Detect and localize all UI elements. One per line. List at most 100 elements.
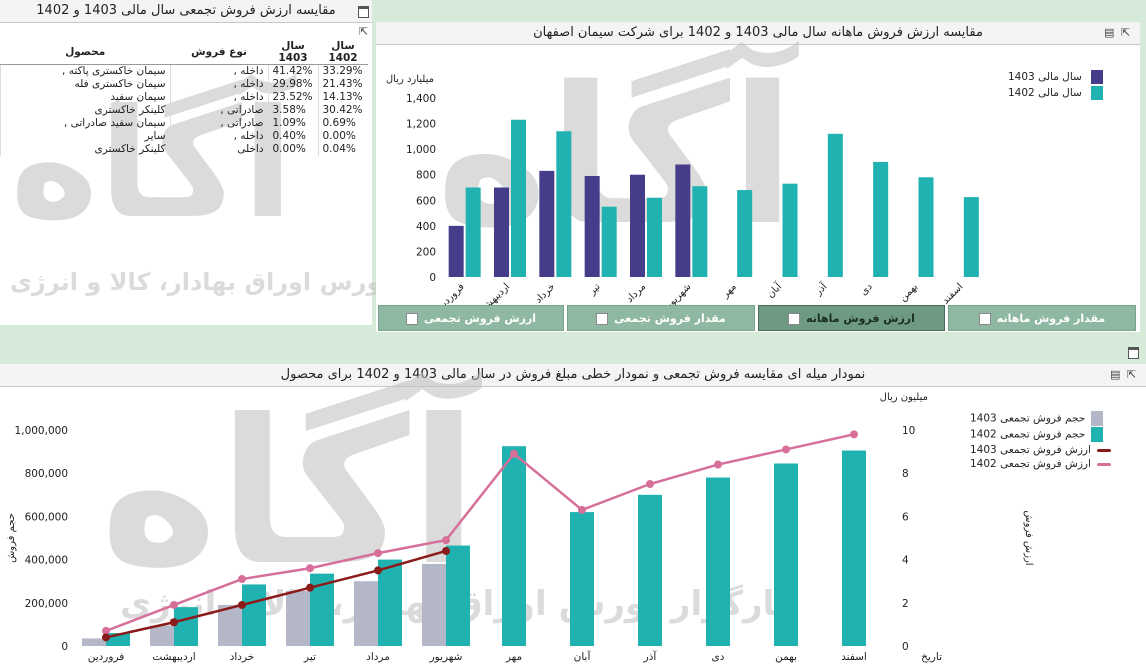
line-chart-icon <box>596 313 609 325</box>
legend-volume-1403-swatch <box>1091 411 1104 426</box>
line-value-1402-point <box>850 430 858 439</box>
y-left-tick-label: 800,000 <box>25 468 68 480</box>
line-value-1403-point <box>374 566 382 575</box>
cell-product: سیمان خاکستری فله <box>0 78 170 91</box>
x-axis-label: تاریخ <box>921 651 942 663</box>
legend-1402[interactable]: سال مالی 1402 <box>1008 86 1104 100</box>
tab-monthly-quantity[interactable]: مقدار فروش ماهانه <box>948 305 1136 331</box>
print-icon[interactable]: ▤ <box>1110 368 1121 381</box>
cell-v1403: 41.42% <box>267 64 318 78</box>
tab-cumulative-value[interactable]: ارزش فروش تجمعی <box>378 305 564 331</box>
x-tick-label: تیر <box>303 651 316 663</box>
line-value-1402-point <box>374 549 382 558</box>
table-row[interactable]: 33.29% 41.42% داخله , سیمان خاکستری پاکته , <box>0 64 368 78</box>
line-value-1403-point <box>170 618 178 627</box>
maximize-button[interactable] <box>358 6 369 18</box>
line-value-1403-point <box>442 546 450 555</box>
bar-1402 <box>601 206 617 277</box>
y-right-axis-label: ارزش فروش <box>1023 510 1034 565</box>
table-row[interactable]: 14.13% 23.52% داخله , سیمان سفید <box>0 91 368 104</box>
cell-v1403: 0.40% <box>267 130 318 143</box>
table-row[interactable]: 21.43% 29.98% داخله , سیمان خاکستری فله <box>0 78 368 91</box>
table-row[interactable]: 0.00% 0.40% داخله , سایر <box>0 130 368 143</box>
bar-1402 <box>918 177 934 277</box>
bar-chart-icon <box>978 313 991 325</box>
bar-1402 <box>737 190 753 277</box>
header-type[interactable]: نوع فروش <box>170 40 268 65</box>
bar-volume-1403 <box>218 604 242 646</box>
bar-1402 <box>827 133 843 277</box>
bar-volume-1402 <box>502 446 526 646</box>
table-row[interactable]: 0.04% 0.00% داخلی کلینکر خاکستری <box>0 143 368 156</box>
legend-volume-1403[interactable]: حجم فروش تجمعی 1403 <box>970 411 1104 426</box>
bar-1402 <box>511 119 526 277</box>
line-value-1402-point <box>782 445 790 454</box>
x-tick-label: شهریور <box>429 651 463 663</box>
left-panel-title: مقایسه ارزش فروش تجمعی سال مالی 1403 و 1… <box>36 3 336 18</box>
cell-type: داخلی <box>169 143 268 156</box>
left-panel: مقایسه ارزش فروش تجمعی سال مالی 1403 و 1… <box>0 0 487 325</box>
bar-volume-1403 <box>422 563 446 646</box>
header-v1403[interactable]: سال 1403 <box>268 40 318 65</box>
y-tick-label: 600 <box>416 195 436 207</box>
monthly-sales-chart: میلیارد ریال 0 200 400 600 800 1,000 1,200 1,400… <box>386 74 1026 323</box>
bar-1402 <box>465 187 481 277</box>
bar-1402 <box>782 183 798 277</box>
bottom-panel-title: نمودار میله ای مقایسه فروش تجمعی و نمودا… <box>280 367 866 382</box>
bar-volume-1403 <box>354 581 378 646</box>
bar-1403 <box>448 225 464 277</box>
legend-value-1402[interactable]: ارزش فروش تجمعی 1402 <box>970 458 1111 470</box>
bar-1402 <box>556 131 572 277</box>
bar-volume-1402 <box>446 545 470 646</box>
export-icon[interactable]: ⇱ <box>1127 368 1137 381</box>
header-v1402[interactable]: سال 1402 <box>318 40 368 65</box>
legend-1403[interactable]: سال مالی 1403 <box>1008 70 1104 84</box>
line-chart-icon <box>405 313 418 325</box>
legend-swatch-1403 <box>1091 70 1104 84</box>
cell-type: داخله , <box>169 78 268 91</box>
legend-volume-1402[interactable]: حجم فروش تجمعی 1402 <box>970 427 1104 442</box>
export-icon[interactable]: ⇱ <box>359 25 369 38</box>
line-value-1402-point <box>510 449 518 458</box>
tab-monthly-value[interactable]: ارزش فروش ماهانه <box>758 305 945 331</box>
table-row[interactable]: 30.42% 3.58% صادراتی , کلینکر خاکستری <box>0 104 368 117</box>
bar-1403 <box>539 170 555 277</box>
y-right-tick-label: 6 <box>902 511 909 523</box>
bar-chart-icon <box>788 313 801 325</box>
cell-v1403: 29.98% <box>267 78 318 91</box>
table-row[interactable]: 0.69% 1.09% صادراتی , سیمان سفید صادراتی , <box>0 117 368 130</box>
cell-v1403: 0.00% <box>267 143 318 156</box>
legend-volume-1402-swatch <box>1091 427 1104 442</box>
legend-value-1402-swatch <box>1096 462 1111 466</box>
legend-value-1403-label: ارزش فروش تجمعی 1403 <box>970 444 1091 456</box>
bottom-maximize-button[interactable] <box>1128 347 1139 359</box>
x-tick-label: آبان <box>764 279 785 300</box>
y-tick-label: 1,200 <box>406 119 436 131</box>
sales-table: سال 1402 سال 1403 نوع فروش محصول 33.29% 4… <box>0 40 368 156</box>
cell-type: داخله , <box>169 91 268 104</box>
header-product[interactable]: محصول <box>0 40 170 65</box>
tab-cumulative-quantity[interactable]: مقدار فروش تجمعی <box>567 305 755 331</box>
bar-volume-1402 <box>570 512 594 646</box>
legend-value-1403[interactable]: ارزش فروش تجمعی 1403 <box>970 444 1111 456</box>
print-icon[interactable]: ▤ <box>1104 26 1115 39</box>
bar-volume-1402 <box>774 463 798 646</box>
x-tick-label: آذر <box>811 279 830 298</box>
cumulative-sales-chart: 0 200,000 400,000 600,000 800,000 1,000,000 0 2… <box>6 392 1034 663</box>
bar-volume-1403 <box>150 625 174 646</box>
bar-1402 <box>873 161 889 277</box>
y-right-tick-label: 10 <box>902 425 915 437</box>
line-value-1402-point <box>170 600 178 609</box>
line-value-1403-point <box>102 633 110 642</box>
cell-v1402: 0.00% <box>317 130 368 143</box>
cell-v1403: 3.58% <box>267 104 318 117</box>
export-icon[interactable]: ⇱ <box>1121 26 1131 39</box>
x-tick-label: آذر <box>643 650 658 663</box>
y-right-unit-label: میلیون ریال <box>880 392 928 403</box>
cell-v1402: 14.13% <box>317 91 368 104</box>
cell-v1403: 23.52% <box>267 91 318 104</box>
x-tick-label: بهمن <box>775 651 797 663</box>
y-left-axis-label: حجم فروش <box>6 513 17 563</box>
line-value-1402 <box>105 433 855 633</box>
bar-volume-1402 <box>242 584 266 646</box>
